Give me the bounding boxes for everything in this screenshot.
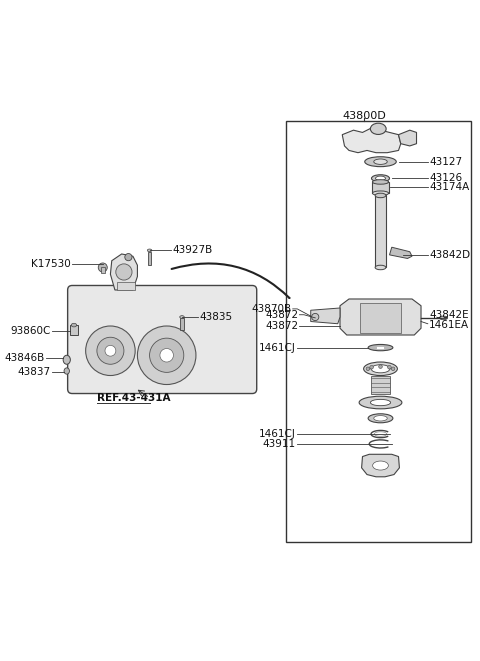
Text: 43846B: 43846B <box>4 352 45 362</box>
Polygon shape <box>311 308 340 324</box>
Bar <box>70 325 78 335</box>
Bar <box>372 182 389 193</box>
Polygon shape <box>342 128 401 153</box>
Ellipse shape <box>374 159 387 165</box>
Text: 1461CJ: 1461CJ <box>259 429 296 439</box>
Circle shape <box>98 263 107 272</box>
Text: 1461EA: 1461EA <box>429 320 469 330</box>
Text: 43927B: 43927B <box>172 245 213 255</box>
Text: 43872: 43872 <box>265 321 298 331</box>
Circle shape <box>312 313 319 321</box>
Text: 43837: 43837 <box>17 367 50 377</box>
Ellipse shape <box>374 416 387 421</box>
Text: 93860C: 93860C <box>10 325 50 336</box>
Ellipse shape <box>180 316 184 319</box>
Polygon shape <box>389 247 412 258</box>
FancyArrowPatch shape <box>172 264 289 298</box>
Ellipse shape <box>375 176 385 180</box>
Text: REF.43-431A: REF.43-431A <box>97 393 170 403</box>
Text: K17530: K17530 <box>31 259 71 269</box>
Circle shape <box>116 264 132 280</box>
Circle shape <box>379 365 382 368</box>
Text: 43174A: 43174A <box>429 182 469 192</box>
Ellipse shape <box>372 180 389 184</box>
Circle shape <box>150 338 184 372</box>
Circle shape <box>137 326 196 385</box>
Bar <box>180 319 184 330</box>
Ellipse shape <box>371 399 391 406</box>
Text: 1461CJ: 1461CJ <box>259 342 296 352</box>
Ellipse shape <box>372 191 389 196</box>
Circle shape <box>160 348 173 362</box>
Ellipse shape <box>364 362 397 375</box>
Circle shape <box>366 367 370 371</box>
Text: 43842D: 43842D <box>429 250 470 260</box>
Bar <box>148 252 151 265</box>
Ellipse shape <box>368 344 393 351</box>
Ellipse shape <box>372 175 389 182</box>
Ellipse shape <box>365 157 396 167</box>
Text: 43872: 43872 <box>265 310 298 320</box>
Circle shape <box>388 366 391 369</box>
Bar <box>371 376 390 395</box>
Ellipse shape <box>64 368 70 374</box>
Ellipse shape <box>375 193 386 198</box>
Circle shape <box>97 337 124 364</box>
Bar <box>117 282 135 290</box>
Text: 43842E: 43842E <box>429 310 469 320</box>
Ellipse shape <box>368 414 393 423</box>
Bar <box>286 121 470 542</box>
Ellipse shape <box>63 355 71 364</box>
Ellipse shape <box>71 323 77 327</box>
Text: 43835: 43835 <box>200 312 233 322</box>
Ellipse shape <box>440 316 447 320</box>
Bar <box>360 303 401 332</box>
Text: 43870B: 43870B <box>251 304 291 314</box>
Ellipse shape <box>375 265 386 270</box>
Circle shape <box>85 326 135 375</box>
Circle shape <box>391 367 395 371</box>
Ellipse shape <box>371 123 386 134</box>
Polygon shape <box>398 130 417 146</box>
Ellipse shape <box>371 365 390 373</box>
Text: 43126: 43126 <box>429 173 462 183</box>
Text: 43800D: 43800D <box>342 111 386 121</box>
Bar <box>100 268 105 273</box>
Polygon shape <box>110 254 137 290</box>
Bar <box>375 196 386 268</box>
Circle shape <box>370 366 373 369</box>
Text: 43127: 43127 <box>429 157 462 167</box>
Ellipse shape <box>359 396 402 408</box>
Circle shape <box>125 254 132 260</box>
Polygon shape <box>361 454 399 477</box>
Ellipse shape <box>372 461 388 470</box>
Text: 43911: 43911 <box>263 439 296 449</box>
Polygon shape <box>340 299 421 335</box>
Circle shape <box>105 345 116 356</box>
Ellipse shape <box>147 249 152 252</box>
FancyBboxPatch shape <box>68 286 257 393</box>
